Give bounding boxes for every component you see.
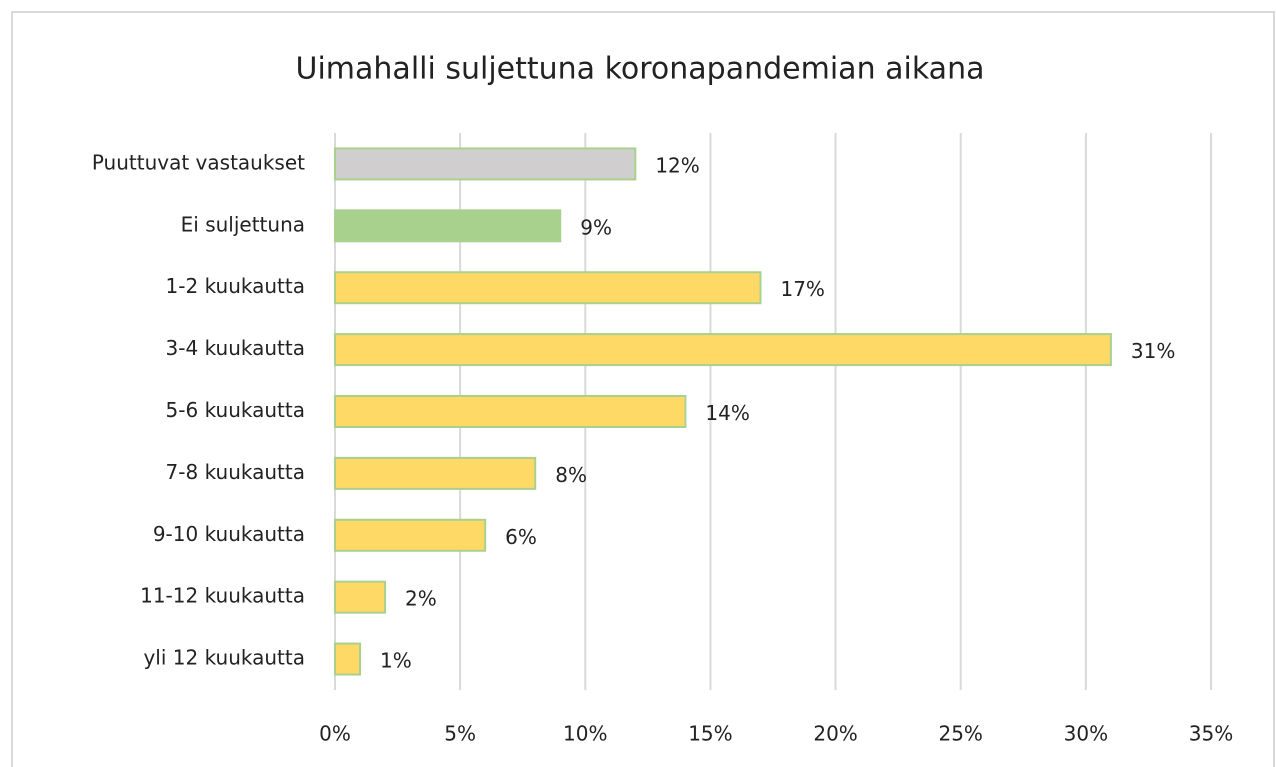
data-label: 1% xyxy=(380,649,412,673)
data-label: 8% xyxy=(555,463,587,487)
y-tick-label: Ei suljettuna xyxy=(181,212,305,236)
y-tick-label: 11-12 kuukautta xyxy=(140,584,305,608)
data-label: 2% xyxy=(405,587,437,611)
y-tick-label: yli 12 kuukautta xyxy=(143,646,305,670)
bar xyxy=(334,209,562,243)
data-label: 31% xyxy=(1131,339,1175,363)
data-label: 6% xyxy=(505,525,537,549)
bar xyxy=(334,147,637,181)
y-tick-label: 5-6 kuukautta xyxy=(166,398,305,422)
y-tick-label: 3-4 kuukautta xyxy=(166,336,305,360)
x-tick-label: 25% xyxy=(938,722,982,746)
x-tick-label: 0% xyxy=(319,722,351,746)
chart-frame xyxy=(11,11,1275,767)
x-tick-label: 20% xyxy=(813,722,857,746)
data-label: 17% xyxy=(780,277,824,301)
bar xyxy=(334,395,687,428)
chart-title: Uimahalli suljettuna koronapandemian aik… xyxy=(296,52,985,87)
y-tick-label: 1-2 kuukautta xyxy=(166,274,305,298)
x-tick-label: 35% xyxy=(1189,722,1233,746)
x-tick-label: 10% xyxy=(563,722,607,746)
bar xyxy=(334,642,362,676)
x-tick-label: 30% xyxy=(1064,722,1108,746)
bar xyxy=(334,271,762,305)
data-label: 12% xyxy=(655,153,699,177)
bar xyxy=(334,456,537,490)
y-tick-label: 7-8 kuukautta xyxy=(166,460,305,484)
y-tick-label: Puuttuvat vastaukset xyxy=(92,150,305,174)
x-tick-label: 5% xyxy=(444,722,476,746)
x-tick-label: 15% xyxy=(688,722,732,746)
data-label: 9% xyxy=(580,215,612,239)
bar xyxy=(334,518,487,552)
bar xyxy=(334,580,387,614)
y-tick-label: 9-10 kuukautta xyxy=(153,522,305,546)
data-label: 14% xyxy=(705,401,749,425)
bar xyxy=(334,333,1112,367)
